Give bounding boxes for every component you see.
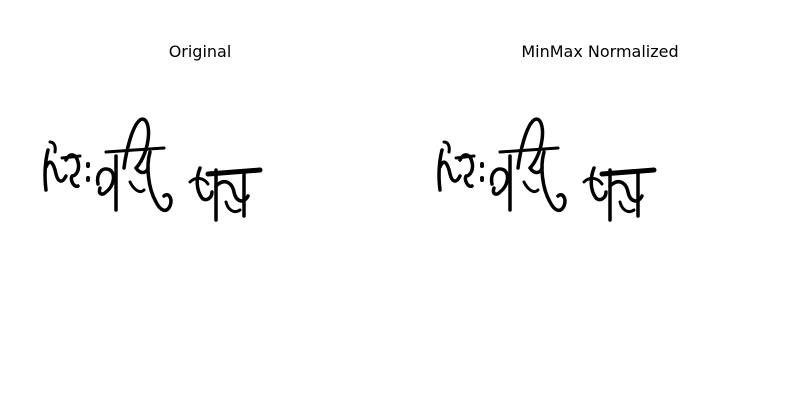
signature-image-original	[40, 112, 270, 232]
handwritten-signature-graphic	[40, 112, 270, 232]
panel-title-normalized: MinMax Normalized	[521, 42, 679, 61]
panel-title-original: Original	[168, 42, 232, 61]
handwritten-signature-graphic	[434, 112, 664, 232]
signature-image-normalized	[434, 112, 664, 232]
panel-minmax-normalized: MinMax Normalized	[400, 0, 800, 400]
panel-original: Original	[0, 42, 400, 400]
